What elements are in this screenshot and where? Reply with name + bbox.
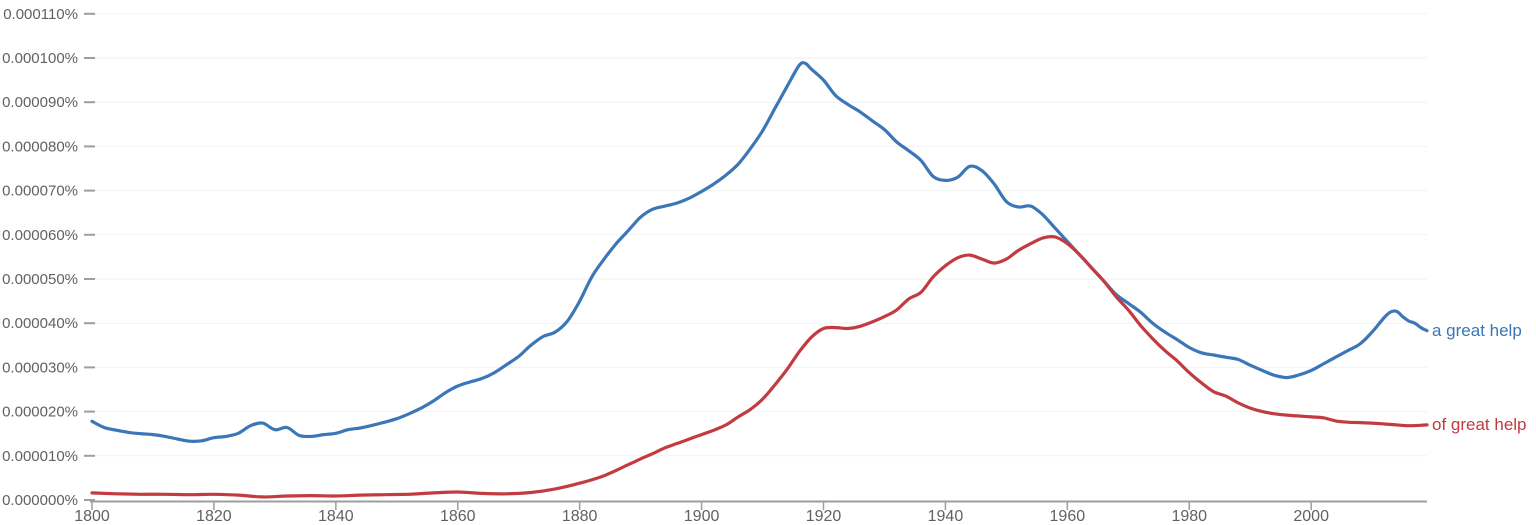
x-axis-tick-label: 1880: [562, 508, 598, 525]
series-path-a-great-help[interactable]: [90, 61, 1429, 443]
series-label-a-great-help[interactable]: a great help: [1432, 321, 1522, 340]
y-axis-tick-label: 0.000030%: [2, 359, 78, 376]
y-axis-tick-label: 0.000020%: [2, 404, 78, 421]
y-axis-tick-label: 0.000040%: [2, 315, 78, 332]
x-axis-tick-label: 1900: [684, 508, 720, 525]
y-axis-tick-label: 0.000090%: [2, 94, 78, 111]
y-axis-tick-label: 0.000010%: [2, 448, 78, 465]
x-axis-tick-label: 1960: [1050, 508, 1086, 525]
y-axis-tick-label: 0.000110%: [3, 6, 78, 23]
x-axis-tick-label: 1840: [318, 508, 354, 525]
x-axis-tick-label: 1980: [1171, 508, 1207, 525]
y-axis-tick-label: 0.000060%: [2, 227, 78, 244]
x-axis-tick-label: 2000: [1293, 508, 1329, 525]
series-label-of-great-help[interactable]: of great help: [1432, 415, 1527, 434]
series-path-of-great-help[interactable]: [90, 234, 1429, 499]
x-axis-tick-label: 1820: [196, 508, 232, 525]
x-axis-tick-label: 1800: [74, 508, 110, 525]
y-axis-tick-label: 0.000100%: [2, 50, 78, 67]
x-axis-tick-label: 1940: [928, 508, 964, 525]
y-axis-tick-label: 0.000050%: [2, 271, 78, 288]
y-axis-tick-label: 0.000070%: [2, 183, 78, 200]
y-axis-tick-label: 0.000080%: [2, 138, 78, 155]
x-axis-tick-label: 1860: [440, 508, 476, 525]
y-axis-tick-label: 0.000000%: [2, 492, 78, 509]
x-axis-tick-label: 1920: [806, 508, 842, 525]
